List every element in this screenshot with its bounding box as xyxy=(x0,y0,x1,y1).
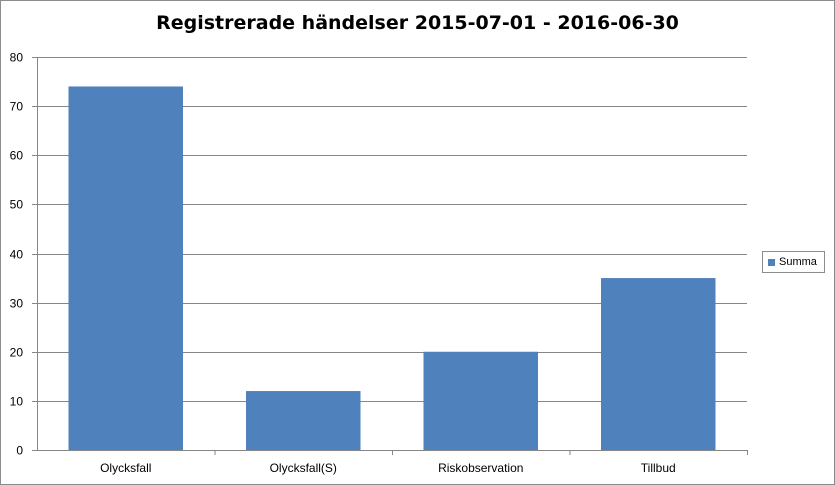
bar-olycksfall xyxy=(68,86,183,450)
axes xyxy=(32,57,748,455)
legend-label-summa: Summa xyxy=(779,256,817,268)
legend: Summa xyxy=(762,251,825,273)
x-tick-label: Olycksfall xyxy=(100,461,151,475)
bar-olycksfall-s xyxy=(246,391,361,450)
bar-tillbud xyxy=(601,278,716,450)
y-tick-label: 80 xyxy=(10,51,24,65)
bar-riskobservation xyxy=(423,351,538,450)
y-tick-labels: 0 10 20 30 40 50 60 70 80 xyxy=(10,51,24,458)
y-tick-label: 20 xyxy=(10,346,24,360)
y-tick-label: 40 xyxy=(10,248,24,262)
bars xyxy=(68,86,716,450)
y-tick-label: 30 xyxy=(10,297,24,311)
y-tick-label: 50 xyxy=(10,198,24,212)
y-tick-label: 60 xyxy=(10,149,24,163)
y-tick-label: 0 xyxy=(16,444,23,458)
chart-title: Registrerade händelser 2015-07-01 - 2016… xyxy=(156,12,679,34)
y-tick-label: 70 xyxy=(10,100,24,114)
x-tick-labels: Olycksfall Olycksfall(S) Riskobservation Ti… xyxy=(100,461,676,475)
legend-swatch-summa xyxy=(768,258,775,266)
x-tick-label: Tillbud xyxy=(641,461,676,475)
x-tick-label: Olycksfall(S) xyxy=(270,461,337,475)
y-tick-label: 10 xyxy=(10,395,24,409)
x-tick-label: Riskobservation xyxy=(438,461,523,475)
